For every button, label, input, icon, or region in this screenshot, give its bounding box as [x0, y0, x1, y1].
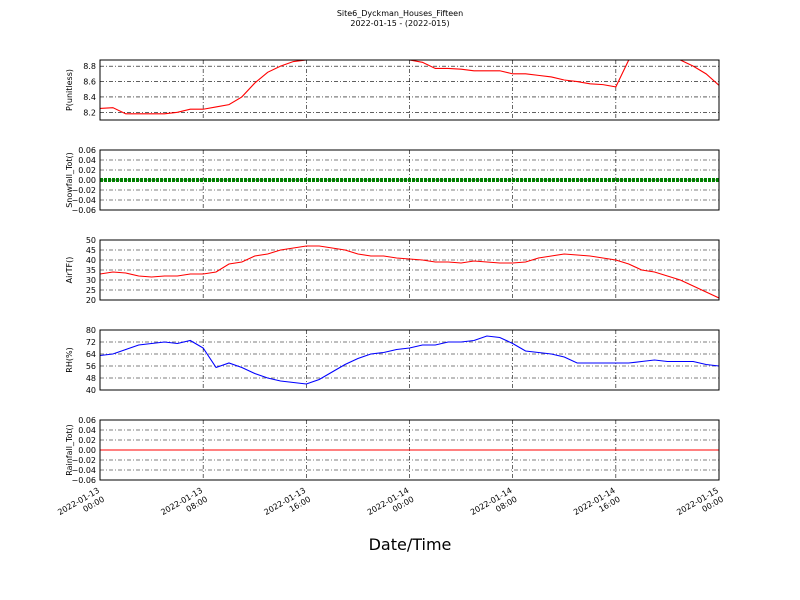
y-tick-label: 35: [86, 266, 96, 275]
y-tick-label: −0.06: [71, 206, 96, 215]
y-tick-label: 0.06: [78, 146, 96, 155]
y-tick-label: −0.04: [71, 466, 96, 475]
y-axis-label: P(unitless): [65, 69, 74, 111]
y-axis-label: Rainfall_Tot(): [65, 424, 74, 476]
y-tick-label: 8.4: [83, 93, 96, 102]
y-tick-label: 80: [86, 326, 96, 335]
y-tick-label: 50: [86, 236, 96, 245]
y-axis-label: Snowfall_Tot(): [65, 152, 74, 208]
y-tick-label: 8.8: [83, 62, 96, 71]
y-tick-label: −0.02: [71, 456, 96, 465]
plot-frame: [99, 149, 720, 211]
data-line: [100, 60, 719, 115]
plot-frame: [99, 239, 720, 301]
x-axis-label: Date/Time: [369, 535, 452, 554]
y-axis-label: RH(%): [65, 347, 74, 372]
plot-frame: [99, 419, 720, 481]
y-tick-label: 48: [86, 374, 96, 383]
y-tick-label: 64: [86, 350, 96, 359]
plot-frame: [99, 59, 720, 121]
y-tick-label: 72: [86, 338, 96, 347]
y-tick-label: 0.02: [78, 436, 96, 445]
y-tick-label: 0.04: [78, 426, 96, 435]
data-line: [100, 245, 719, 299]
y-tick-label: −0.04: [71, 196, 96, 205]
y-axis-label: AirTF(): [65, 257, 74, 284]
y-tick-label: 0.00: [78, 446, 96, 455]
y-tick-label: 40: [86, 386, 96, 395]
y-tick-label: 30: [86, 276, 96, 285]
y-tick-label: 0.00: [78, 176, 96, 185]
y-tick-label: 45: [86, 246, 96, 255]
y-tick-label: 25: [86, 286, 96, 295]
y-tick-label: −0.06: [71, 476, 96, 485]
y-tick-label: 40: [86, 256, 96, 265]
y-tick-label: 8.2: [83, 108, 96, 117]
y-tick-label: 56: [86, 362, 96, 371]
chart-subtitle: 2022-01-15 - (2022-015): [350, 19, 449, 28]
y-tick-label: 8.6: [83, 78, 96, 87]
plot-frame: [99, 329, 720, 391]
y-tick-label: 0.02: [78, 166, 96, 175]
y-tick-label: 0.06: [78, 416, 96, 425]
y-tick-label: 0.04: [78, 156, 96, 165]
y-tick-label: −0.02: [71, 186, 96, 195]
chart-title: Site6_Dyckman_Houses_Fifteen: [337, 9, 463, 18]
data-line: [100, 335, 719, 385]
y-tick-label: 20: [86, 296, 96, 305]
